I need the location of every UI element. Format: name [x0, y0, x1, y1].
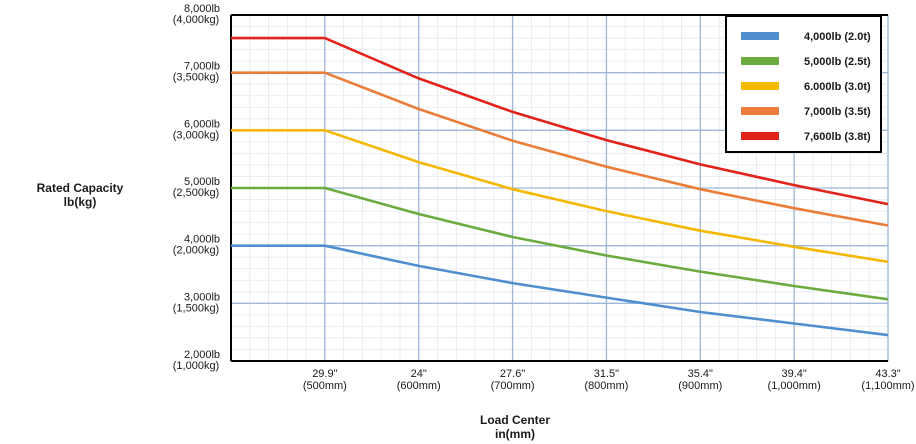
- legend-swatch-3: [741, 82, 779, 90]
- x-tick-label-mm: (1,100mm): [861, 380, 914, 392]
- y-tick-label-kg: (1,500kg): [173, 302, 219, 314]
- x-tick-label: 35.4": [688, 368, 713, 380]
- x-tick-label-mm: (1,000mm): [768, 380, 821, 392]
- y-tick-label-kg: (3,000kg): [173, 129, 219, 141]
- y-axis-title-unit: lb(kg): [64, 195, 97, 209]
- legend-label-2: 5,000lb (2.5t): [804, 56, 871, 68]
- y-axis-title: Rated Capacity: [37, 181, 124, 195]
- y-tick-label-kg: (2,500kg): [173, 187, 219, 199]
- x-tick-label: 39.4": [781, 368, 806, 380]
- x-tick-label: 31.5": [594, 368, 619, 380]
- legend-label-4: 7,000lb (3.5t): [804, 106, 871, 118]
- x-tick-label-mm: (600mm): [397, 380, 441, 392]
- x-axis-title: Load Center: [480, 413, 550, 427]
- legend-swatch-2: [741, 57, 779, 65]
- legend-swatch-5: [741, 132, 779, 140]
- x-tick-label-mm: (700mm): [491, 380, 535, 392]
- x-tick-label: 24": [411, 368, 427, 380]
- x-tick-label-mm: (900mm): [678, 380, 722, 392]
- x-axis-title-unit: in(mm): [495, 427, 535, 441]
- x-tick-label-mm: (800mm): [584, 380, 628, 392]
- x-tick-label: 27.6": [500, 368, 525, 380]
- x-tick-label-mm: (500mm): [303, 380, 347, 392]
- y-tick-label-kg: (1,000kg): [173, 360, 219, 372]
- y-tick-label-kg: (3,500kg): [173, 72, 219, 84]
- legend-swatch-1: [741, 32, 779, 40]
- legend-label-5: 7,600lb (3.8t): [804, 131, 871, 143]
- legend-swatch-4: [741, 107, 779, 115]
- x-tick-label: 43.3": [875, 368, 900, 380]
- x-tick-label: 29.9": [312, 368, 337, 380]
- y-tick-label-kg: (2,000kg): [173, 245, 219, 257]
- y-tick-label-kg: (4,000kg): [173, 14, 219, 26]
- legend-label-1: 4,000lb (2.0t): [804, 31, 871, 43]
- legend-label-3: 6.000lb (3.0t): [804, 81, 871, 93]
